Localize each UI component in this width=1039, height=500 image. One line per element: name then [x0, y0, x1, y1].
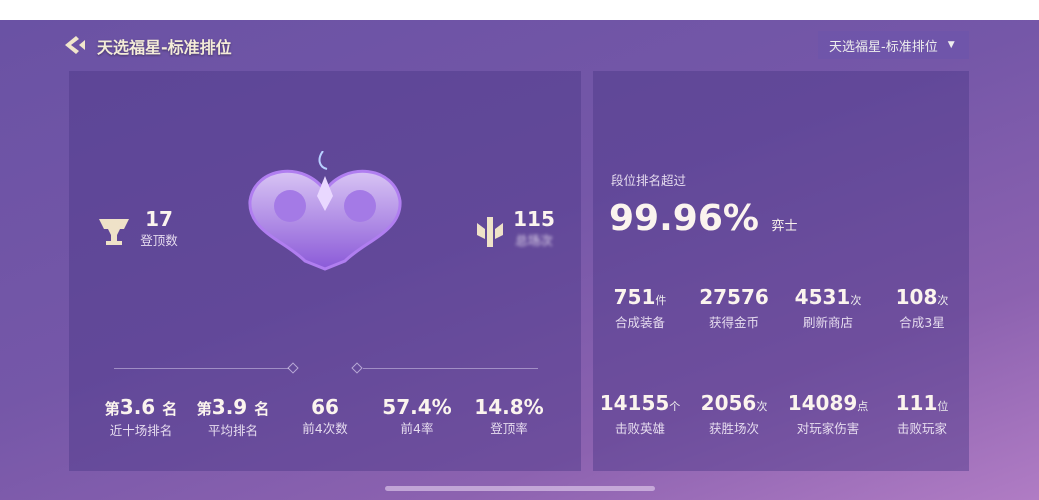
- stat-item: 751件 合成装备: [613, 285, 667, 330]
- total-games-value: 115: [513, 207, 555, 231]
- divider-diamond: [351, 362, 363, 374]
- rank-overview-panel: 17 登顶数 115 总场次 第3.6 名近十场排名 第3.9 名平均排名 66 前4…: [69, 71, 581, 471]
- page-title: 天选福星-标准排位: [97, 38, 232, 57]
- total-games-icon: [477, 217, 503, 247]
- detail-stats-panel: 段位排名超过 99.96% 弈士 751件 合成装备 27576 获得金币 4531次刷…: [593, 71, 969, 471]
- rank-percentile: 99.96% 弈士: [609, 198, 798, 239]
- home-indicator[interactable]: [385, 486, 655, 491]
- stat-item: 2056次 获胜场次: [700, 391, 768, 436]
- stat-first-rate: 14.8% 登顶率: [474, 395, 544, 436]
- back-arrow-icon[interactable]: [62, 34, 88, 56]
- stat-item: 111位 击败玩家: [895, 391, 949, 436]
- stat-top4-rate: 57.4% 前4率: [382, 395, 452, 436]
- stat-average-rank: 第3.9 名平均排名: [196, 395, 270, 438]
- trophy-icon: [99, 219, 129, 245]
- chevron-down-icon: ▼: [947, 40, 955, 50]
- total-games-label: 总场次: [515, 233, 553, 248]
- stat-item: 14089点 对玩家伤害: [787, 391, 869, 436]
- screen: 天选福星-标准排位 天选福星-标准排位 ▼ 17 登顶数 115 总场次 第3.6 名…: [0, 20, 1039, 500]
- stat-item: 4531次 刷新商店: [794, 285, 862, 330]
- stat-item: 108次 合成3星: [895, 285, 949, 330]
- rank-percentile-label: 段位排名超过: [611, 173, 687, 188]
- divider-diamond: [287, 362, 299, 374]
- top-count-label: 登顶数: [140, 233, 178, 248]
- stat-recent-rank: 第3.6 名近十场排名: [104, 395, 178, 438]
- mode-dropdown[interactable]: 天选福星-标准排位 ▼: [818, 31, 969, 59]
- mode-dropdown-value: 天选福星-标准排位: [829, 39, 938, 55]
- stat-item: 27576 获得金币: [699, 285, 769, 330]
- rank-emblem-icon: [248, 151, 402, 271]
- stats-grid: 751件 合成装备 27576 获得金币 4531次 刷新商店 108次 合成3星 14155个…: [593, 285, 969, 437]
- top-count-value: 17: [145, 207, 173, 231]
- stat-item: 14155个 击败英雄: [599, 391, 681, 436]
- stat-top4-count: 66 前4次数: [302, 395, 348, 436]
